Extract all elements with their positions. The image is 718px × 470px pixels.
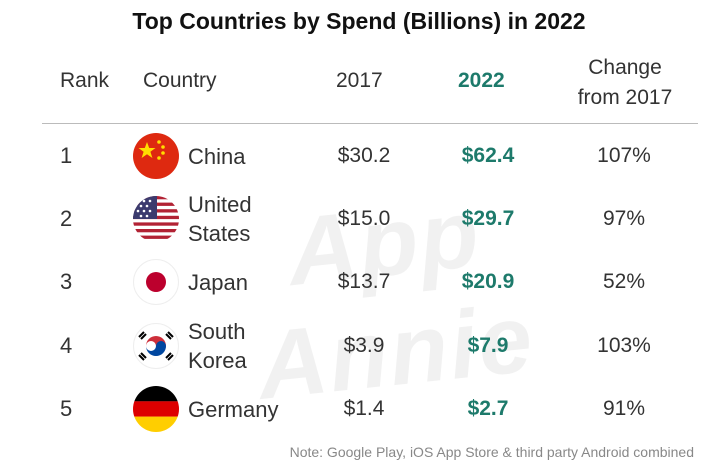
header-change: Change from 2017 [565,53,685,113]
table-row: 3 Japan $13.7 $20.9 52% [0,252,718,312]
change-cell: 97% [602,207,646,230]
value-2022-cell: $62.4 [461,144,515,167]
change-cell: 103% [597,334,651,357]
value-2022-cell: $2.7 [467,397,509,420]
table-row: 2 United States $15.0 $29.7 97% [0,189,718,249]
country-cell: South Korea [188,319,247,373]
south-korea-flag-icon [133,316,179,376]
value-2017-cell: $3.9 [343,334,385,357]
country-cell: Germany [188,396,279,422]
header-divider [42,123,698,124]
chart-title: Top Countries by Spend (Billions) in 202… [132,8,586,34]
rank-cell: 3 [60,269,73,294]
header-change-line2: from 2017 [577,86,673,109]
footnote: Note: Google Play, iOS App Store & third… [289,444,694,460]
header-2022: 2022 [458,69,505,92]
table-row: 5 Germany $1.4 $2.7 91% [0,379,718,439]
value-2022-cell: $29.7 [461,207,515,230]
header-country: Country [143,69,217,92]
change-cell: 107% [597,144,651,167]
rank-cell: 4 [60,333,73,358]
header-2017: 2017 [336,69,383,92]
usa-flag-icon [133,189,179,249]
country-cell: China [188,143,246,169]
china-flag-icon [133,126,179,186]
value-2017-cell: $30.2 [337,144,391,167]
rank-cell: 1 [60,143,73,168]
header-change-line1: Change [588,56,662,79]
change-cell: 91% [602,397,646,420]
germany-flag-icon [133,379,179,439]
table-row: 1 China $30.2 $62.4 107% [0,126,718,186]
value-2022-cell: $7.9 [467,334,509,357]
rank-cell: 2 [60,206,73,231]
table-row: 4 South Korea $3.9 $7.9 103% [0,316,718,376]
value-2022-cell: $20.9 [461,270,515,293]
value-2017-cell: $1.4 [343,397,385,420]
change-cell: 52% [602,270,646,293]
country-cell: United States [188,192,252,246]
value-2017-cell: $13.7 [337,270,391,293]
value-2017-cell: $15.0 [337,207,391,230]
japan-flag-icon [133,252,179,312]
country-cell: Japan [188,269,248,295]
rank-cell: 5 [60,396,73,421]
header-rank: Rank [60,69,110,92]
